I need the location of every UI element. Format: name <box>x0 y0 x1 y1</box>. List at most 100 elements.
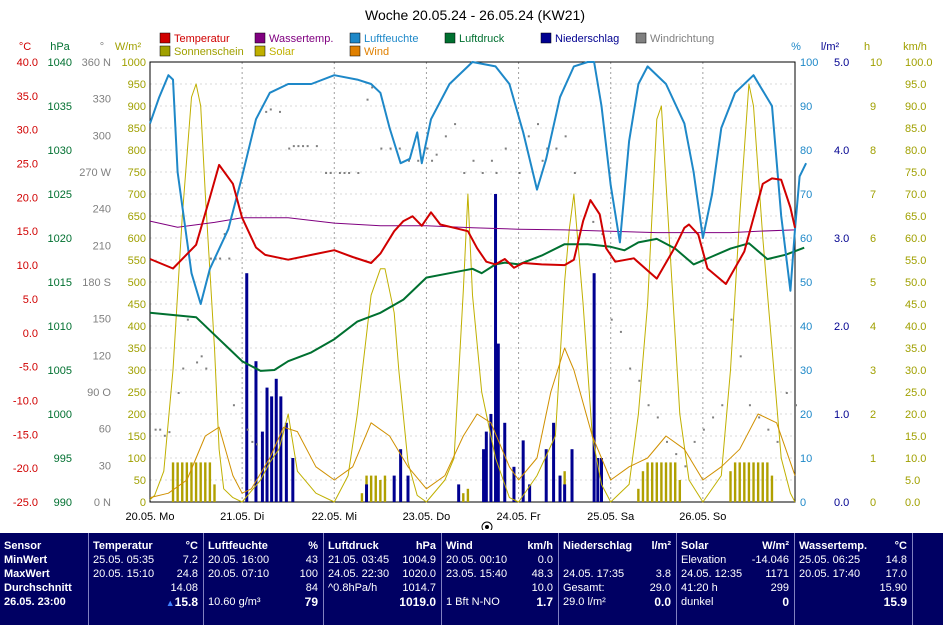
wind-direction-point <box>251 440 254 443</box>
sunshine-bar <box>660 462 663 502</box>
wind-direction-point <box>463 172 466 174</box>
rain-bar <box>496 343 500 502</box>
tick-label: 30 <box>99 460 111 472</box>
rain-max-time: 24.05. 17:35 <box>563 568 625 580</box>
tick-label: 35.0 <box>17 91 38 103</box>
tick-label: -15.0 <box>13 429 38 441</box>
tick-label: 1005 <box>48 365 72 377</box>
solar-current: 0 <box>782 595 789 609</box>
wind-direction-point <box>371 86 374 89</box>
rain-bar <box>260 431 264 502</box>
solar-header: Solar <box>681 540 709 552</box>
tick-label: 360 N <box>82 57 111 69</box>
wind-direction-point <box>454 123 457 126</box>
legend-label: Solar <box>269 46 295 58</box>
tick-label: 1030 <box>48 145 72 157</box>
sunshine-bar <box>637 488 640 502</box>
axis-unit: % <box>791 41 801 53</box>
rain-bar <box>552 422 556 502</box>
rain-bar <box>406 475 410 502</box>
col-luftfeuchte: Luftfeuchte% 20.05. 16:00 43 20.05. 07:10… <box>204 539 322 623</box>
tick-label: 5 <box>870 277 876 289</box>
rain-bar <box>592 273 596 502</box>
wind-direction-point <box>573 172 576 174</box>
rain-bar <box>558 475 562 502</box>
tick-label: 850 <box>128 123 146 135</box>
press-max-value: 1020.0 <box>402 568 436 580</box>
sunshine-bar <box>756 462 760 502</box>
sunshine-bar <box>204 462 207 502</box>
sunshine-bar <box>747 462 751 502</box>
tick-label: -5.0 <box>19 362 38 374</box>
tick-label: 80 <box>800 145 812 157</box>
sunshine-bar <box>641 471 645 502</box>
wind-header: Wind <box>446 540 473 552</box>
wind-direction-point <box>292 145 295 148</box>
rain-bar <box>365 484 369 502</box>
wind-direction-point <box>776 440 779 443</box>
wind-direction-point <box>647 404 650 407</box>
temp-current: 15.8 <box>174 595 198 609</box>
wind-direction-point <box>209 257 212 260</box>
col-wassertemp: Wassertemp. °C 25.05. 06:25 14.8 20.05. 17… <box>795 539 911 623</box>
sunshine-bar <box>171 462 175 502</box>
wind-direction-point <box>154 428 157 431</box>
trend-up-icon: ▲ <box>165 598 175 608</box>
sunshine-bar <box>752 462 755 502</box>
tick-label: 25.0 <box>905 387 926 399</box>
tick-label: -10.0 <box>13 395 38 407</box>
tick-label: 100 <box>128 453 146 465</box>
temp-min-value: 7.2 <box>182 554 198 566</box>
x-tick-label: 24.05. Fr <box>497 511 541 523</box>
maxwert-label: MaxWert <box>4 568 50 580</box>
legend-swatch <box>159 45 171 57</box>
rain-bar <box>484 431 488 502</box>
rain-total-label: Gesamt: <box>563 582 605 594</box>
tick-label: 100.0 <box>905 57 933 69</box>
tick-label: 300 <box>93 130 111 142</box>
wind-direction-point <box>200 355 203 358</box>
temp-avg: 14.08 <box>170 582 198 594</box>
tick-label: 50.0 <box>905 277 926 289</box>
wind-unit: km/h <box>527 540 553 552</box>
wind-direction-point <box>389 147 392 150</box>
tick-label: 65.0 <box>905 211 926 223</box>
x-tick-label: 22.05. Mi <box>312 511 357 523</box>
hum-min-value: 43 <box>305 554 318 566</box>
tick-label: 990 <box>54 497 72 509</box>
tick-label: 550 <box>128 255 146 267</box>
wind-direction-point <box>666 440 668 443</box>
sunshine-bar <box>650 462 654 502</box>
wind-direction-point <box>758 416 761 419</box>
tick-label: 75.0 <box>905 167 926 179</box>
tick-label: 350 <box>128 343 146 355</box>
time-marker[interactable] <box>481 521 493 530</box>
tick-label: 1035 <box>48 101 72 113</box>
wind-direction-point <box>246 428 249 431</box>
solar-avg: 299 <box>770 582 789 594</box>
sunshine-bar <box>176 462 179 502</box>
tick-label: 70.0 <box>905 189 926 201</box>
tick-label: 10.0 <box>905 453 926 465</box>
summary-table: Sensor MinWert MaxWert Durchschnitt 26.0… <box>0 533 950 625</box>
sunshine-bar <box>761 462 764 502</box>
tick-label: 3.0 <box>834 233 849 245</box>
minwert-label: MinWert <box>4 554 48 566</box>
tick-label: 35.0 <box>905 343 926 355</box>
tick-label: 2 <box>870 409 876 421</box>
tick-label: 4 <box>870 321 876 333</box>
wind-direction-point <box>177 392 180 394</box>
wind-direction-point <box>329 172 332 174</box>
col-wind: Wind km/h 20.05. 00:10 0.0 23.05. 15:40 48.… <box>442 539 557 623</box>
rain-bar <box>596 458 600 502</box>
legend-swatch <box>635 32 647 44</box>
sunshine-bar <box>669 462 672 502</box>
axis-unit: W/m² <box>115 41 142 53</box>
tick-label: 55.0 <box>905 255 926 267</box>
rain-bar <box>528 484 532 502</box>
sunshine-bar <box>743 462 746 502</box>
chart-legend: Temperatur Wassertemp. Luftfeuchte Luftdruc… <box>159 32 714 58</box>
sunshine-bar <box>181 462 184 502</box>
temp-header: Temperatur <box>93 540 153 552</box>
tick-label: 1000 <box>122 57 146 69</box>
